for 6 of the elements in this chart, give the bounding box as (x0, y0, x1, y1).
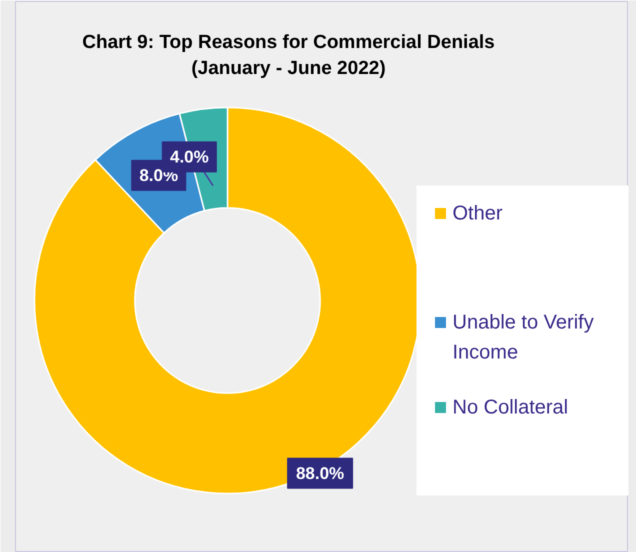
data-label: 88.0% (296, 464, 344, 483)
legend-label: No Collateral (452, 396, 568, 418)
legend-label: Unable to Verify Income (452, 312, 594, 364)
data-label: 4.0% (170, 147, 209, 166)
chart-title: Chart 9: Top Reasons for Commercial Denials (January - June 2022) (82, 32, 495, 79)
legend-label: Other (452, 202, 503, 224)
